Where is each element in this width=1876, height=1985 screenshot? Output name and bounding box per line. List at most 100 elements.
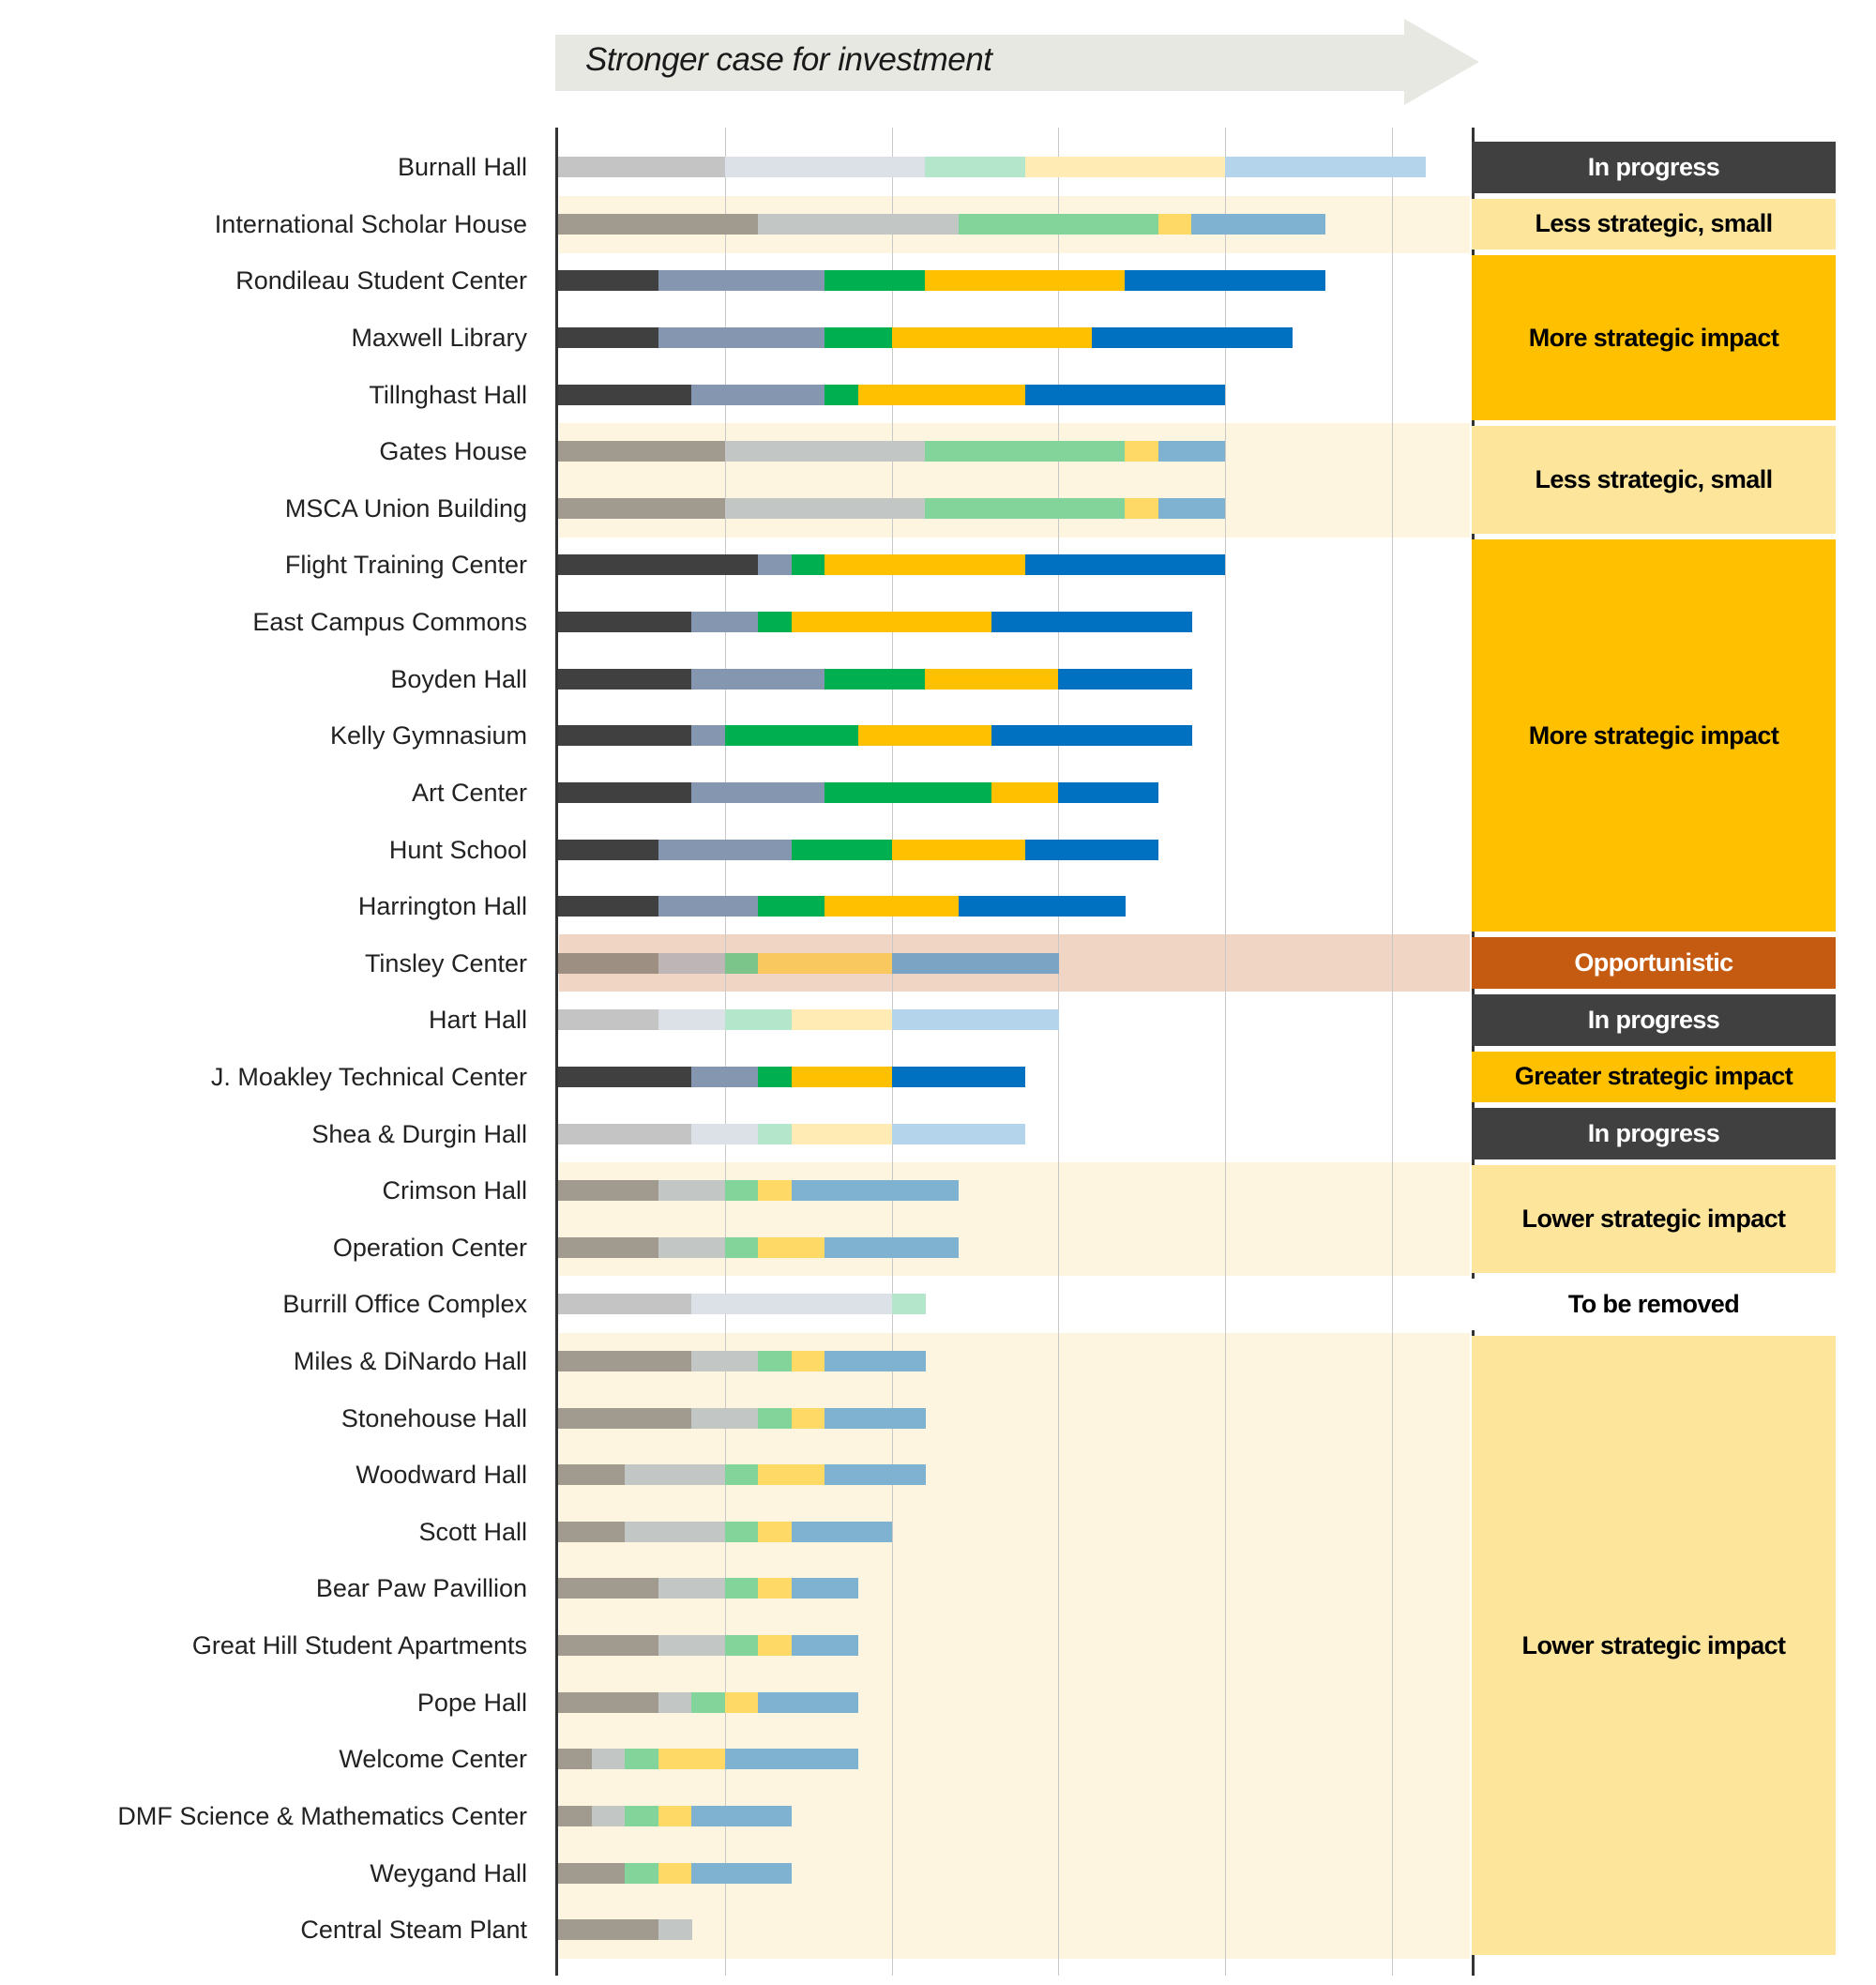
status-panel-greater: Greater strategic impact <box>1472 1051 1836 1103</box>
bar-segment <box>658 327 825 349</box>
bar-segment <box>591 1805 626 1826</box>
bar-segment <box>1157 441 1226 462</box>
bar-segment <box>958 213 1159 235</box>
building-label: Burrill Office Complex <box>282 1290 527 1319</box>
building-label: Operation Center <box>332 1233 527 1262</box>
bar-segment <box>558 157 726 178</box>
bar-segment <box>558 612 692 633</box>
bar-segment <box>558 1919 659 1941</box>
bar-segment <box>625 1805 659 1826</box>
bar-segment <box>558 1009 659 1031</box>
building-label: Gates House <box>379 437 527 466</box>
bar-segment <box>625 1521 726 1542</box>
gridline <box>1391 128 1393 1976</box>
bar-segment <box>991 781 1059 803</box>
bar-segment <box>558 327 659 349</box>
bar-segment <box>758 213 960 235</box>
building-label: International Scholar House <box>214 209 527 238</box>
gridline <box>891 128 893 1976</box>
bar-segment <box>591 1749 626 1770</box>
arrow-label: Stronger case for investment <box>585 41 992 78</box>
bar-segment <box>658 1919 692 1941</box>
bar-segment <box>758 1066 793 1087</box>
building-label: Art Center <box>411 778 527 807</box>
building-label: DMF Science & Mathematics Center <box>117 1801 527 1830</box>
bar-segment <box>558 1578 659 1599</box>
bar-segment <box>991 725 1192 747</box>
bar-segment <box>724 497 926 519</box>
bar-segment <box>558 1464 626 1486</box>
bar-segment <box>758 1521 793 1542</box>
arrow-shape <box>555 19 1479 105</box>
bar-segment <box>825 270 926 292</box>
bar-segment <box>791 554 825 576</box>
building-label: Tinsley Center <box>364 948 527 977</box>
bar-segment <box>558 554 759 576</box>
bar-segment <box>724 1635 759 1657</box>
bar-segment <box>558 1691 659 1713</box>
status-panel-label: Lower strategic impact <box>1521 1204 1786 1233</box>
status-panel-label: In progress <box>1587 1005 1720 1034</box>
bar-segment <box>724 157 926 178</box>
bar-segment <box>658 1691 692 1713</box>
building-label: Boyden Hall <box>390 664 527 693</box>
bar-segment <box>658 1236 726 1258</box>
bar-segment <box>691 1351 759 1371</box>
bar-segment <box>758 1578 793 1599</box>
bar-segment <box>891 839 1026 860</box>
building-label: Scott Hall <box>418 1517 527 1546</box>
status-panel-label: Less strategic, small <box>1535 465 1773 494</box>
bar-segment <box>658 1749 726 1770</box>
bar-segment <box>1058 781 1159 803</box>
bar-segment <box>558 1180 659 1202</box>
bar-segment <box>1225 157 1426 178</box>
bar-segment <box>758 1635 793 1657</box>
bar-segment <box>1091 327 1293 349</box>
bar-segment <box>691 668 825 689</box>
bar-segment <box>857 384 1026 405</box>
status-panel-in-progress: In progress <box>1472 141 1836 193</box>
bar-segment <box>724 1521 759 1542</box>
building-label: Great Hill Student Apartments <box>191 1631 527 1660</box>
building-label: Central Steam Plant <box>300 1916 527 1945</box>
bar-segment <box>558 1123 692 1144</box>
building-label: Bear Paw Pavillion <box>315 1574 527 1603</box>
bar-segment <box>658 896 759 917</box>
building-label: Kelly Gymnasium <box>329 721 527 750</box>
bar-segment <box>691 384 825 405</box>
bar-segment <box>724 1691 759 1713</box>
building-label: Crimson Hall <box>382 1176 527 1205</box>
bar-segment <box>825 1464 926 1486</box>
bar-segment <box>1157 213 1192 235</box>
bar-segment <box>658 1009 726 1031</box>
bar-segment <box>825 781 992 803</box>
status-panel-more: More strategic impact <box>1472 539 1836 932</box>
bar-segment <box>791 1351 825 1371</box>
bar-segment <box>791 1407 825 1429</box>
bar-segment <box>791 1578 859 1599</box>
bar-segment <box>758 1464 825 1486</box>
bar-segment <box>558 497 726 519</box>
bar-segment <box>1125 270 1326 292</box>
bar-segment <box>658 1805 692 1826</box>
bar-segment <box>558 1066 692 1087</box>
gridline <box>1225 128 1226 1976</box>
bar-segment <box>825 327 892 349</box>
bar-segment <box>791 839 892 860</box>
bar-segment <box>724 1464 759 1486</box>
y-axis-line <box>555 128 558 1976</box>
status-panel-label: In progress <box>1587 152 1720 181</box>
bar-segment <box>991 612 1192 633</box>
status-panel-in-progress: In progress <box>1472 1108 1836 1159</box>
building-label: Pope Hall <box>416 1688 527 1717</box>
bar-segment <box>724 441 926 462</box>
building-label: J. Moakley Technical Center <box>210 1062 527 1091</box>
building-label: Weygand Hall <box>370 1858 527 1887</box>
bar-segment <box>558 1351 692 1371</box>
status-panel-label: To be removed <box>1567 1289 1740 1318</box>
status-panel-lower: Lower strategic impact <box>1472 1164 1836 1274</box>
bar-segment <box>658 1862 692 1884</box>
status-panel-label: Greater strategic impact <box>1514 1062 1793 1091</box>
row-band <box>559 1901 1470 1959</box>
